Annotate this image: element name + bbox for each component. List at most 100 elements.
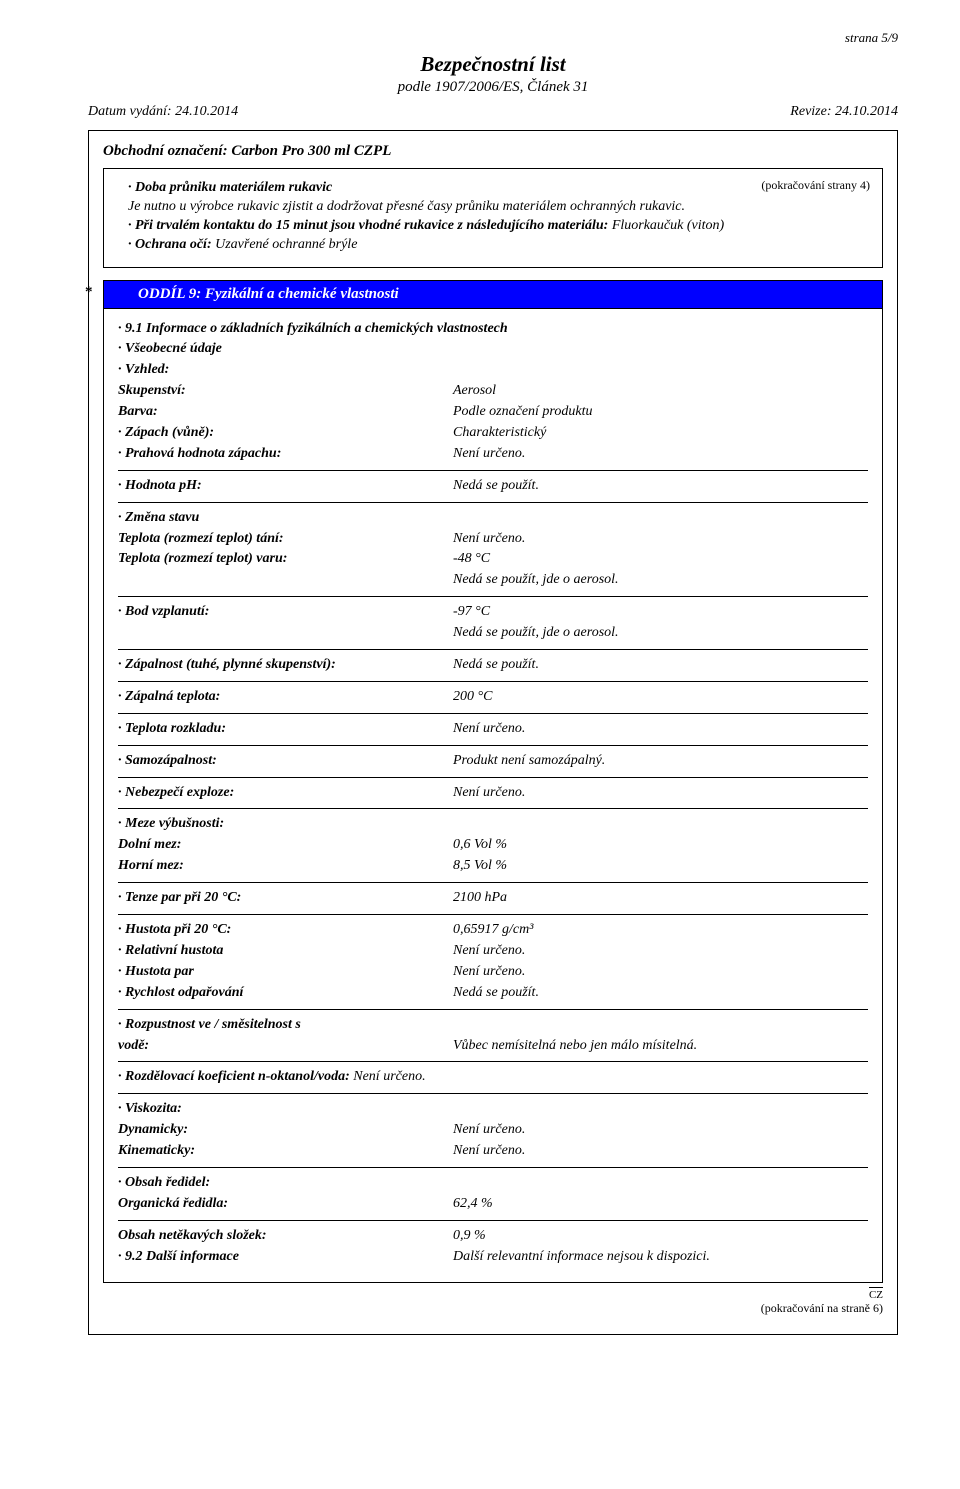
ignition-temp-label: Zápalná teplota: bbox=[118, 681, 453, 713]
table-row: Obsah netěkavých složek: 0,9 % bbox=[118, 1220, 868, 1246]
odor-label: Zápach (vůně): bbox=[118, 423, 453, 444]
table-row: Rychlost odpařování Nedá se použít. bbox=[118, 983, 868, 1009]
properties-table: 9.1 Informace o základních fyzikálních a… bbox=[118, 319, 868, 1268]
ph-label: Hodnota pH: bbox=[118, 470, 453, 502]
autoignition-value: Produkt není samozápalný. bbox=[453, 745, 868, 777]
continuation-bottom: (pokračování na straně 6) bbox=[103, 1301, 883, 1316]
explosion-hazard-label: Nebezpečí exploze: bbox=[118, 777, 453, 809]
table-row: Hodnota pH: Nedá se použít. bbox=[118, 470, 868, 502]
table-row: Rozdělovací koeficient n-oktanol/voda: N… bbox=[118, 1062, 868, 1094]
vapor-density-value: Není určeno. bbox=[453, 962, 868, 983]
table-row: Zápalnost (tuhé, plynné skupenství): Ned… bbox=[118, 650, 868, 682]
dynamic-viscosity-value: Není určeno. bbox=[453, 1120, 868, 1141]
melting-value: Není určeno. bbox=[453, 529, 868, 550]
ph-value: Nedá se použít. bbox=[453, 470, 868, 502]
odor-threshold-value: Není určeno. bbox=[453, 444, 868, 470]
density-20-label: Hustota při 20 °C: bbox=[118, 915, 453, 941]
solubility-label: Rozpustnost ve / směsitelnost s bbox=[118, 1009, 868, 1035]
table-row: Barva: Podle označení produktu bbox=[118, 402, 868, 423]
asterisk-icon: * bbox=[85, 284, 93, 301]
upper-limit-value: 8,5 Vol % bbox=[453, 856, 868, 882]
table-row: Samozápalnost: Produkt není samozápalný. bbox=[118, 745, 868, 777]
eye-protection-label: Ochrana očí: bbox=[128, 237, 212, 252]
table-row: Teplota (rozmezí teplot) tání: Není urče… bbox=[118, 529, 868, 550]
table-row: Bod vzplanutí: -97 °C bbox=[118, 597, 868, 623]
explosion-hazard-value: Není určeno. bbox=[453, 777, 868, 809]
table-row: Organická ředidla: 62,4 % bbox=[118, 1194, 868, 1220]
table-row: Horní mez: 8,5 Vol % bbox=[118, 856, 868, 882]
glove-penetration-label: Doba průniku materiálem rukavic bbox=[128, 180, 332, 195]
lower-limit-label: Dolní mez: bbox=[118, 835, 453, 856]
table-row: Hustota při 20 °C: 0,65917 g/cm³ bbox=[118, 915, 868, 941]
issue-date: Datum vydání: 24.10.2014 bbox=[88, 104, 238, 120]
continuation-box: (pokračování strany 4) Doba průniku mate… bbox=[103, 168, 883, 268]
water-solubility-value: Vůbec nemísitelná nebo jen málo mísiteln… bbox=[453, 1036, 868, 1062]
organic-solvents-label: Organická ředidla: bbox=[118, 1194, 453, 1220]
table-row: Nedá se použít, jde o aerosol. bbox=[118, 570, 868, 596]
table-row: Teplota (rozmezí teplot) varu: -48 °C bbox=[118, 549, 868, 570]
flashpoint-label: Bod vzplanutí: bbox=[118, 597, 453, 623]
table-row: Skupenství: Aerosol bbox=[118, 381, 868, 402]
heading-9-2-label: 9.2 Další informace bbox=[118, 1247, 453, 1268]
state-value: Aerosol bbox=[453, 381, 868, 402]
contact-15min-value: Fluorkaučuk (viton) bbox=[608, 218, 724, 233]
table-row: Nebezpečí exploze: Není určeno. bbox=[118, 777, 868, 809]
vapor-pressure-label: Tenze par při 20 °C: bbox=[118, 883, 453, 915]
heading-9-1: 9.1 Informace o základních fyzikálních a… bbox=[118, 319, 868, 340]
trade-name: Obchodní označení: Carbon Pro 300 ml CZP… bbox=[103, 143, 883, 160]
table-row: Prahová hodnota zápachu: Není určeno. bbox=[118, 444, 868, 470]
partition-coef-label: Rozdělovací koeficient n-oktanol/voda: bbox=[125, 1069, 350, 1084]
kinematic-viscosity-label: Kinematicky: bbox=[118, 1141, 453, 1167]
nonvolatile-content-label: Obsah netěkavých složek: bbox=[118, 1220, 453, 1246]
flammability-label: Zápalnost (tuhé, plynné skupenství): bbox=[118, 650, 453, 682]
table-row: Zápalná teplota: 200 °C bbox=[118, 681, 868, 713]
table-row: Kinematicky: Není určeno. bbox=[118, 1141, 868, 1167]
odor-value: Charakteristický bbox=[453, 423, 868, 444]
table-row: Hustota par Není určeno. bbox=[118, 962, 868, 983]
table-row: Dolní mez: 0,6 Vol % bbox=[118, 835, 868, 856]
vapor-pressure-value: 2100 hPa bbox=[453, 883, 868, 915]
general-data-label: Všeobecné údaje bbox=[118, 339, 868, 360]
appearance-label: Vzhled: bbox=[118, 360, 868, 381]
water-solubility-label: vodě: bbox=[118, 1036, 453, 1062]
heading-9-2-value: Další relevantní informace nejsou k disp… bbox=[453, 1247, 868, 1268]
evaporation-rate-value: Nedá se použít. bbox=[453, 983, 868, 1009]
state-label: Skupenství: bbox=[118, 381, 453, 402]
section-9-body: 9.1 Informace o základních fyzikálních a… bbox=[103, 308, 883, 1283]
partition-coef-row: Rozdělovací koeficient n-oktanol/voda: N… bbox=[118, 1062, 868, 1094]
lower-limit-value: 0,6 Vol % bbox=[453, 835, 868, 856]
eye-protection-value: Uzavřené ochranné brýle bbox=[212, 237, 358, 252]
footer-lang: CZ bbox=[869, 1287, 883, 1301]
flammability-value: Nedá se použít. bbox=[453, 650, 868, 682]
state-change-label: Změna stavu bbox=[118, 502, 868, 528]
ignition-temp-value: 200 °C bbox=[453, 681, 868, 713]
section-9: * ODDÍL 9: Fyzikální a chemické vlastnos… bbox=[103, 280, 883, 1283]
document-title: Bezpečnostní list bbox=[88, 52, 898, 77]
kinematic-viscosity-value: Není určeno. bbox=[453, 1141, 868, 1167]
table-row: Nedá se použít, jde o aerosol. bbox=[118, 623, 868, 649]
decomp-temp-label: Teplota rozkladu: bbox=[118, 713, 453, 745]
viscosity-label: Viskozita: bbox=[118, 1094, 868, 1120]
continuation-top: (pokračování strany 4) bbox=[761, 177, 870, 193]
nonvolatile-content-value: 0,9 % bbox=[453, 1220, 868, 1246]
relative-density-value: Není určeno. bbox=[453, 941, 868, 962]
explosion-limits-label: Meze výbušnosti: bbox=[118, 809, 868, 835]
section-9-header: ODDÍL 9: Fyzikální a chemické vlastnosti bbox=[103, 280, 883, 308]
relative-density-label: Relativní hustota bbox=[118, 941, 453, 962]
evaporation-rate-label: Rychlost odpařování bbox=[118, 983, 453, 1009]
vapor-density-label: Hustota par bbox=[118, 962, 453, 983]
table-row: Relativní hustota Není určeno. bbox=[118, 941, 868, 962]
dynamic-viscosity-label: Dynamicky: bbox=[118, 1120, 453, 1141]
organic-solvents-value: 62,4 % bbox=[453, 1194, 868, 1220]
odor-threshold-label: Prahová hodnota zápachu: bbox=[118, 444, 453, 470]
table-row: Dynamicky: Není určeno. bbox=[118, 1120, 868, 1141]
color-value: Podle označení produktu bbox=[453, 402, 868, 423]
meta-row: Datum vydání: 24.10.2014 Revize: 24.10.2… bbox=[88, 104, 898, 120]
flashpoint-value-2: Nedá se použít, jde o aerosol. bbox=[453, 623, 868, 649]
upper-limit-label: Horní mez: bbox=[118, 856, 453, 882]
solvent-content-label: Obsah ředidel: bbox=[118, 1167, 868, 1193]
document-subtitle: podle 1907/2006/ES, Článek 31 bbox=[88, 79, 898, 96]
boiling-value-1: -48 °C bbox=[453, 549, 868, 570]
autoignition-label: Samozápalnost: bbox=[118, 745, 453, 777]
table-row: Zápach (vůně): Charakteristický bbox=[118, 423, 868, 444]
